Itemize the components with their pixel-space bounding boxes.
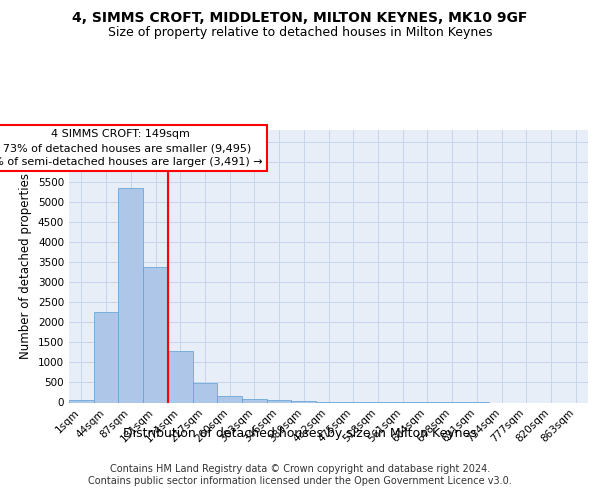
Text: Contains public sector information licensed under the Open Government Licence v3: Contains public sector information licen… xyxy=(88,476,512,486)
Text: Size of property relative to detached houses in Milton Keynes: Size of property relative to detached ho… xyxy=(108,26,492,39)
Text: Distribution of detached houses by size in Milton Keynes: Distribution of detached houses by size … xyxy=(123,428,477,440)
Bar xyxy=(143,267,168,402)
Text: 4, SIMMS CROFT, MIDDLETON, MILTON KEYNES, MK10 9GF: 4, SIMMS CROFT, MIDDLETON, MILTON KEYNES… xyxy=(73,11,527,25)
Bar xyxy=(267,400,292,402)
Text: 4 SIMMS CROFT: 149sqm
← 73% of detached houses are smaller (9,495)
27% of semi-d: 4 SIMMS CROFT: 149sqm ← 73% of detached … xyxy=(0,129,263,167)
Text: Contains HM Land Registry data © Crown copyright and database right 2024.: Contains HM Land Registry data © Crown c… xyxy=(110,464,490,474)
Bar xyxy=(193,384,217,402)
Bar xyxy=(242,399,267,402)
Y-axis label: Number of detached properties: Number of detached properties xyxy=(19,174,32,359)
Bar xyxy=(94,312,118,402)
Bar xyxy=(118,188,143,402)
Bar xyxy=(168,351,193,403)
Bar xyxy=(217,396,242,402)
Bar xyxy=(69,400,94,402)
